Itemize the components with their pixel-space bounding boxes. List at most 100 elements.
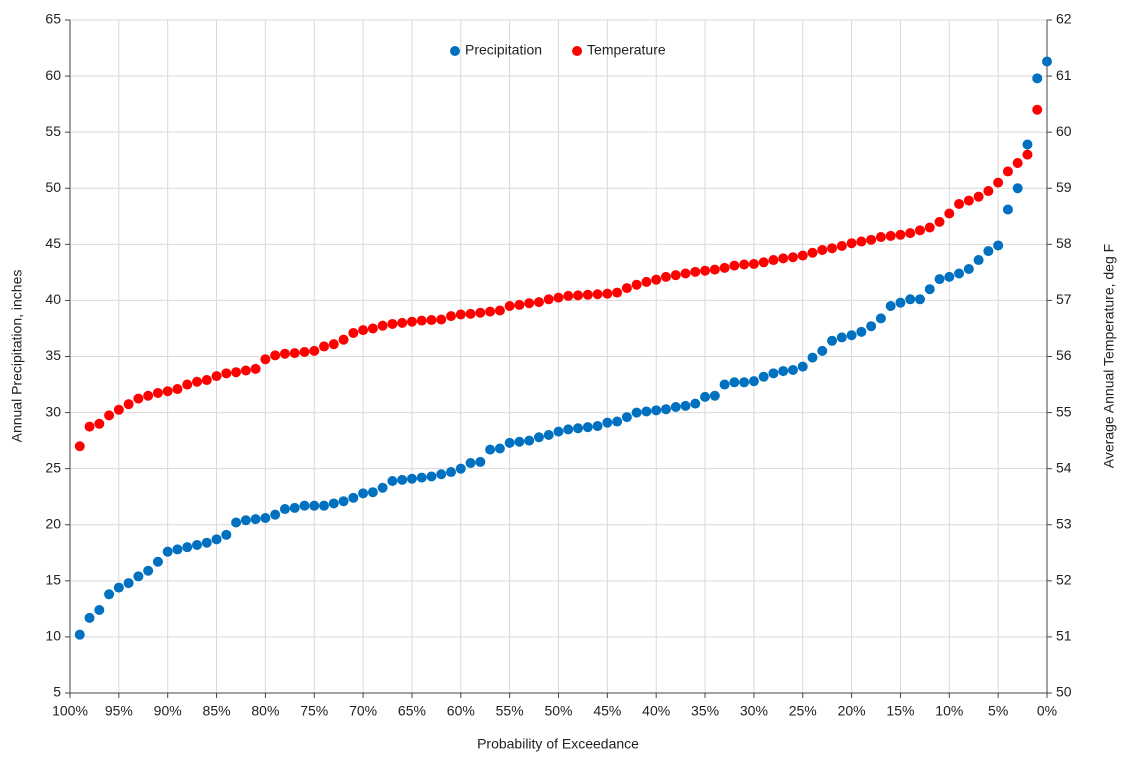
point: [397, 474, 408, 485]
point: [533, 297, 544, 308]
y-tick-label: 45: [45, 235, 61, 251]
point: [944, 208, 955, 219]
point: [494, 305, 505, 316]
point: [807, 352, 818, 363]
point: [748, 376, 759, 387]
point: [377, 482, 388, 493]
point: [260, 354, 271, 365]
point: [973, 255, 984, 266]
point: [700, 265, 711, 276]
x-tick-label: 60%: [447, 703, 475, 719]
point: [465, 458, 476, 469]
point: [113, 582, 124, 593]
point: [143, 390, 154, 401]
point: [455, 463, 466, 474]
point: [338, 496, 349, 507]
point: [670, 270, 681, 281]
point: [651, 274, 662, 285]
point: [367, 487, 378, 498]
point: [836, 241, 847, 252]
point: [240, 365, 251, 376]
point: [358, 325, 369, 336]
point: [856, 326, 867, 337]
point: [739, 377, 750, 388]
y-tick-label: 40: [45, 291, 61, 307]
legend-label: Temperature: [587, 42, 666, 58]
point: [690, 398, 701, 409]
point: [827, 335, 838, 346]
y-axis-title: Annual Precipitation, inches: [9, 270, 25, 443]
point: [914, 294, 925, 305]
point: [289, 502, 300, 513]
point: [1042, 56, 1052, 67]
y2-tick-label: 52: [1056, 572, 1072, 588]
point: [944, 271, 955, 282]
y-tick-label: 5: [53, 684, 61, 700]
legend-marker: [572, 46, 583, 56]
point: [397, 317, 408, 328]
point: [885, 230, 896, 241]
point: [162, 386, 173, 397]
point: [240, 515, 251, 526]
point: [543, 430, 554, 441]
point: [387, 318, 398, 329]
point: [846, 330, 857, 341]
point: [279, 504, 290, 515]
y2-tick-label: 58: [1056, 235, 1072, 251]
point: [172, 384, 183, 395]
point: [446, 311, 457, 322]
point: [524, 298, 535, 309]
point: [592, 289, 603, 300]
point: [319, 500, 330, 511]
point: [514, 436, 525, 447]
point: [553, 426, 564, 437]
point: [739, 259, 750, 270]
point: [113, 404, 124, 415]
point: [426, 471, 437, 482]
point: [182, 379, 193, 390]
point: [895, 297, 906, 308]
y2-tick-label: 51: [1056, 628, 1072, 644]
point: [221, 529, 232, 540]
x-axis-title: Probability of Exceedance: [477, 736, 639, 752]
point: [74, 441, 85, 452]
x-tick-label: 95%: [105, 703, 133, 719]
point: [934, 274, 945, 285]
point: [719, 262, 730, 273]
point: [651, 405, 662, 416]
point: [768, 255, 779, 266]
point: [914, 225, 925, 236]
y-tick-label: 60: [45, 67, 61, 83]
point: [104, 589, 115, 600]
point: [182, 542, 193, 553]
point: [778, 366, 789, 377]
point: [778, 253, 789, 264]
point: [797, 250, 808, 261]
point: [319, 341, 330, 352]
point: [1012, 183, 1023, 194]
point: [231, 367, 242, 378]
point: [279, 348, 290, 359]
point: [993, 177, 1004, 188]
point: [1022, 139, 1033, 150]
point: [963, 195, 974, 206]
point: [192, 376, 203, 387]
x-tick-label: 30%: [740, 703, 768, 719]
y-tick-label: 15: [45, 572, 61, 588]
point: [787, 252, 798, 263]
point: [1012, 158, 1023, 169]
x-tick-label: 35%: [691, 703, 719, 719]
point: [436, 469, 447, 480]
point: [260, 513, 271, 524]
point: [338, 334, 349, 345]
y2-tick-label: 56: [1056, 347, 1072, 363]
point: [905, 228, 916, 239]
y-tick-label: 65: [45, 11, 61, 27]
point: [856, 236, 867, 247]
point: [690, 266, 701, 277]
x-tick-label: 90%: [154, 703, 182, 719]
y2-tick-label: 57: [1056, 291, 1072, 307]
x-tick-label: 80%: [251, 703, 279, 719]
point: [612, 287, 623, 298]
point: [309, 345, 320, 356]
